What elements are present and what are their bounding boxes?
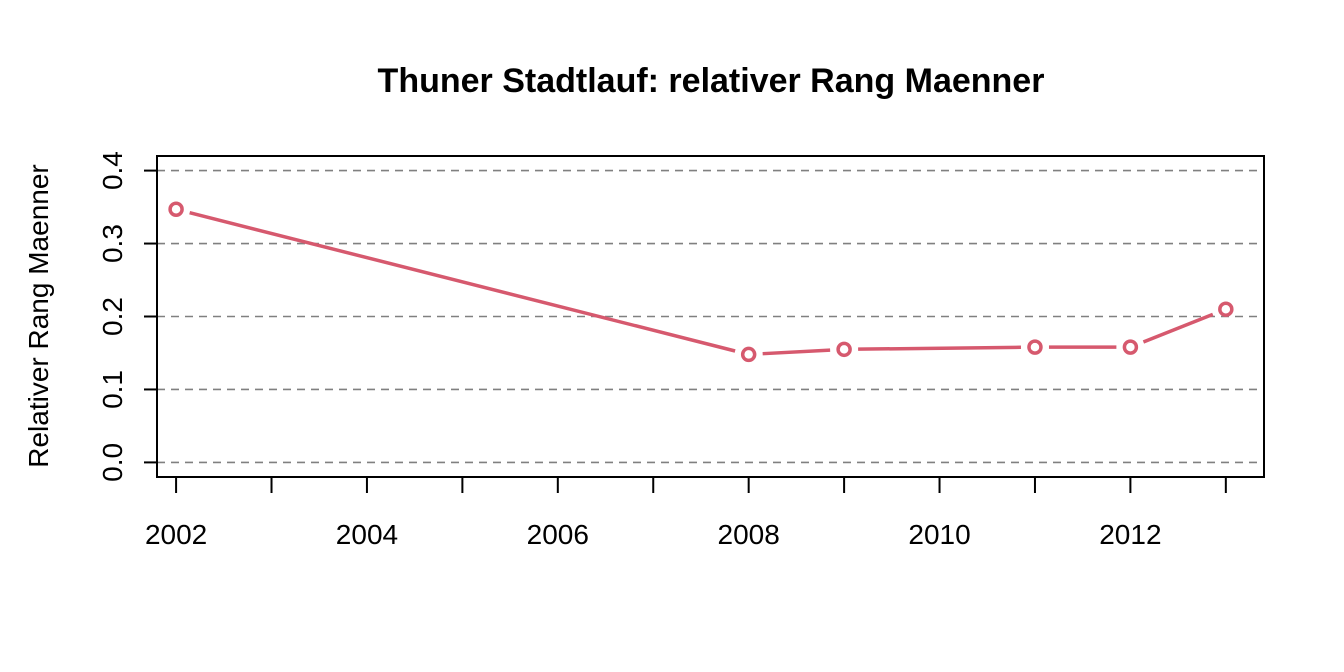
x-tick-label: 2004 bbox=[336, 519, 398, 550]
series-segment-0-1 bbox=[762, 348, 831, 356]
y-tick-label: 0.1 bbox=[97, 370, 128, 409]
chart-title: Thuner Stadtlauf: relativer Rang Maenner bbox=[378, 62, 1045, 100]
series-layer bbox=[168, 201, 1234, 363]
series-segment-0-4 bbox=[1142, 312, 1214, 344]
series-segment-0-2 bbox=[858, 345, 1021, 351]
y-tick-label: 0.4 bbox=[97, 151, 128, 190]
y-tick-label: 0.0 bbox=[97, 443, 128, 482]
data-point-2012 bbox=[1122, 339, 1139, 355]
data-point-2002 bbox=[168, 201, 184, 218]
data-point-2008 bbox=[740, 346, 757, 363]
x-tick-label: 2008 bbox=[718, 519, 780, 550]
x-tick-label: 2006 bbox=[527, 519, 589, 550]
data-point-2011 bbox=[1027, 339, 1043, 355]
y-tick-label: 0.3 bbox=[97, 224, 128, 263]
data-point-2013 bbox=[1218, 301, 1234, 317]
grid-lines bbox=[157, 169, 1264, 464]
x-tick-label: 2002 bbox=[145, 519, 207, 550]
x-axis: 2002 2004 2006 2008 2010 2012 bbox=[145, 477, 1227, 550]
x-tick-label: 2012 bbox=[1099, 519, 1161, 550]
data-point-2009 bbox=[836, 341, 852, 358]
x-tick-label: 2010 bbox=[908, 519, 970, 550]
y-axis: 0.0 0.1 0.2 0.3 0.4 bbox=[97, 151, 157, 482]
series-segment-0-0 bbox=[189, 211, 736, 353]
y-axis-label: Relativer Rang Maenner bbox=[23, 164, 54, 468]
y-tick-label: 0.2 bbox=[97, 297, 128, 336]
